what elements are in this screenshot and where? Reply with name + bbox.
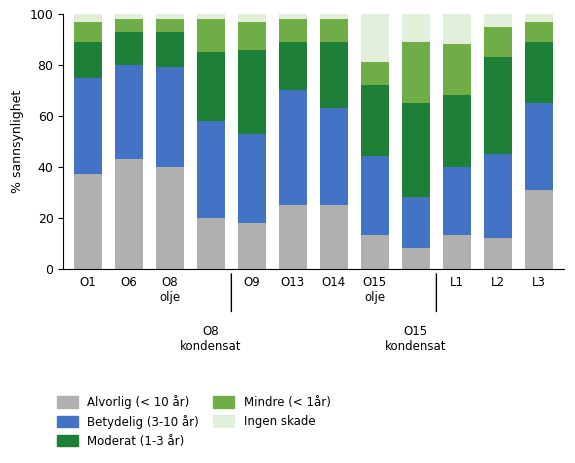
Bar: [484, 57, 512, 154]
Bar: [74, 14, 102, 21]
Bar: [197, 121, 225, 218]
Bar: [155, 67, 184, 167]
Bar: [484, 26, 512, 57]
Bar: [74, 174, 102, 269]
Bar: [197, 52, 225, 121]
Bar: [401, 42, 430, 103]
Text: O8
kondensat: O8 kondensat: [180, 325, 242, 352]
Bar: [197, 218, 225, 269]
Bar: [278, 42, 307, 90]
Bar: [524, 14, 553, 21]
Bar: [320, 19, 348, 42]
Y-axis label: % sannsynlighet: % sannsynlighet: [11, 89, 24, 193]
Bar: [361, 156, 389, 235]
Bar: [278, 19, 307, 42]
Bar: [114, 14, 143, 19]
Bar: [74, 21, 102, 42]
Text: O15
kondensat: O15 kondensat: [385, 325, 447, 352]
Bar: [237, 50, 266, 133]
Bar: [237, 14, 266, 21]
Bar: [114, 159, 143, 269]
Bar: [320, 42, 348, 108]
Bar: [524, 190, 553, 269]
Bar: [443, 0, 471, 44]
Bar: [401, 248, 430, 269]
Bar: [443, 95, 471, 167]
Bar: [278, 90, 307, 205]
Bar: [401, 197, 430, 248]
Bar: [524, 103, 553, 190]
Bar: [278, 205, 307, 269]
Bar: [401, 14, 430, 42]
Bar: [155, 19, 184, 31]
Bar: [320, 14, 348, 19]
Bar: [484, 14, 512, 26]
Bar: [524, 42, 553, 103]
Bar: [197, 19, 225, 52]
Bar: [320, 205, 348, 269]
Bar: [524, 21, 553, 42]
Legend: Alvorlig (< 10 år), Betydelig (3-10 år), Moderat (1-3 år), Mindre (< 1år), Ingen: Alvorlig (< 10 år), Betydelig (3-10 år),…: [52, 390, 336, 452]
Bar: [443, 167, 471, 235]
Bar: [155, 167, 184, 269]
Bar: [237, 133, 266, 223]
Bar: [484, 238, 512, 269]
Bar: [114, 65, 143, 159]
Bar: [74, 42, 102, 77]
Bar: [237, 223, 266, 269]
Bar: [443, 44, 471, 95]
Bar: [361, 14, 389, 62]
Bar: [197, 14, 225, 19]
Bar: [320, 108, 348, 205]
Bar: [361, 85, 389, 156]
Bar: [278, 14, 307, 19]
Bar: [114, 19, 143, 31]
Bar: [155, 14, 184, 19]
Bar: [361, 62, 389, 85]
Bar: [443, 235, 471, 269]
Bar: [155, 31, 184, 67]
Bar: [74, 77, 102, 174]
Bar: [237, 21, 266, 50]
Bar: [401, 103, 430, 197]
Bar: [114, 31, 143, 65]
Bar: [361, 235, 389, 269]
Bar: [484, 154, 512, 238]
